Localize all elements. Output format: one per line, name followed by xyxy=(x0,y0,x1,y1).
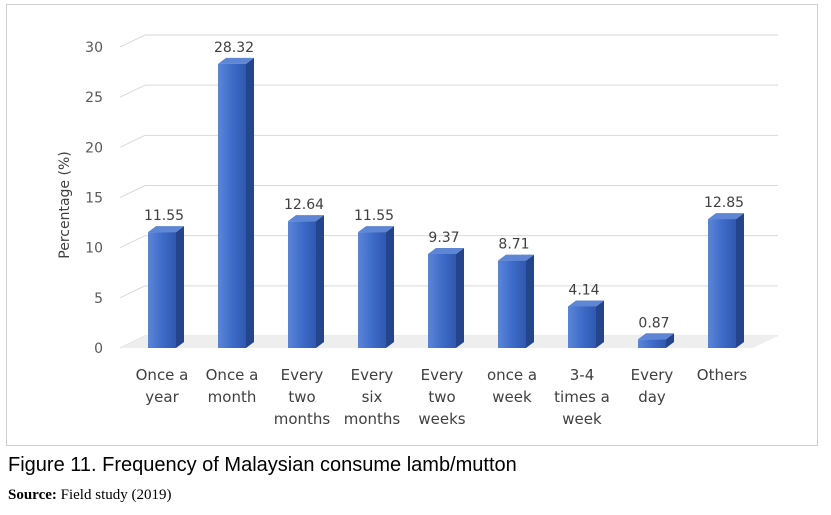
bar-top xyxy=(148,226,184,233)
category-label: Once a month xyxy=(206,366,259,406)
gridline-slant xyxy=(119,285,146,299)
y-tick-label: 5 xyxy=(94,291,103,307)
bar-front xyxy=(498,260,526,348)
gridline-slant xyxy=(119,235,146,249)
bar-front xyxy=(218,63,246,349)
bar xyxy=(288,215,324,348)
data-label: 8.71 xyxy=(498,237,529,253)
category-label: once a week xyxy=(487,366,537,406)
category-label: Others xyxy=(697,366,748,384)
y-axis-title: Percentage (%) xyxy=(57,151,73,258)
source-label: Source: xyxy=(8,487,57,503)
category-label: Every six months xyxy=(344,366,401,428)
bar-top xyxy=(498,254,534,261)
bars xyxy=(148,57,744,349)
bar xyxy=(708,213,744,348)
bar-side xyxy=(666,333,674,348)
gridline-slant xyxy=(119,134,146,148)
category-label: Every day xyxy=(631,366,674,406)
gridline-slant xyxy=(119,185,146,198)
data-label: 11.55 xyxy=(354,208,394,224)
source-text: Field study (2019) xyxy=(60,487,172,503)
y-axis-ticks: 0 5 10 15 20 25 30 xyxy=(85,40,103,357)
gridline-slant xyxy=(119,34,146,48)
chart-frame xyxy=(6,4,818,446)
category-label: Once a year xyxy=(136,366,189,406)
gridline-slant xyxy=(119,84,146,98)
bar-top xyxy=(638,333,674,340)
data-label: 9.37 xyxy=(428,230,459,246)
bar-side xyxy=(316,215,324,348)
y-tick-label: 30 xyxy=(85,40,103,56)
bar-side xyxy=(456,247,464,348)
category-label: 3-4 times a week xyxy=(554,366,610,428)
bar xyxy=(218,57,254,349)
bar-side xyxy=(736,213,744,348)
bar xyxy=(498,254,534,348)
bar-side xyxy=(526,254,534,348)
bar xyxy=(428,247,464,348)
bar-top xyxy=(288,215,324,222)
bar-front xyxy=(428,253,456,348)
category-label: Every two months xyxy=(274,366,331,428)
bar-top xyxy=(218,57,254,64)
bar-front xyxy=(358,232,386,348)
bar-front xyxy=(288,221,316,348)
y-tick-label: 10 xyxy=(85,241,103,257)
bar xyxy=(638,333,674,348)
data-label: 12.85 xyxy=(704,195,744,211)
bar-top xyxy=(428,247,464,254)
bar-side xyxy=(246,57,254,349)
bar-top xyxy=(358,226,394,233)
source-note: Source: Field study (2019) xyxy=(8,487,171,504)
bar-front xyxy=(708,219,736,348)
bar-side xyxy=(176,226,184,348)
bar-side xyxy=(386,226,394,348)
y-tick-label: 20 xyxy=(85,140,103,156)
y-tick-label: 15 xyxy=(85,191,103,207)
bar-front xyxy=(148,232,176,348)
y-tick-label: 25 xyxy=(85,90,103,106)
bar-side xyxy=(596,300,604,348)
category-label: Every two weeks xyxy=(418,366,465,428)
data-labels: 11.55 28.32 12.64 11.55 9.37 8.71 4.14 0.87 12.8… xyxy=(144,40,744,331)
data-label: 0.87 xyxy=(638,315,669,331)
data-label: 28.32 xyxy=(214,40,254,56)
bar-front xyxy=(568,306,596,348)
y-tick-label: 0 xyxy=(94,341,103,357)
bar xyxy=(358,226,394,348)
bar xyxy=(148,226,184,348)
figure-caption: Figure 11. Frequency of Malaysian consum… xyxy=(8,454,517,476)
data-label: 4.14 xyxy=(568,282,599,298)
bar-front xyxy=(638,339,666,348)
bar-chart: 0 5 10 15 20 25 30 11.55 28.32 12.64 11.55 9.37 8.7… xyxy=(57,34,778,428)
bar xyxy=(568,300,604,348)
data-label: 11.55 xyxy=(144,208,184,224)
bar-top xyxy=(708,213,744,220)
bar-top xyxy=(568,300,604,307)
data-label: 12.64 xyxy=(284,197,324,213)
